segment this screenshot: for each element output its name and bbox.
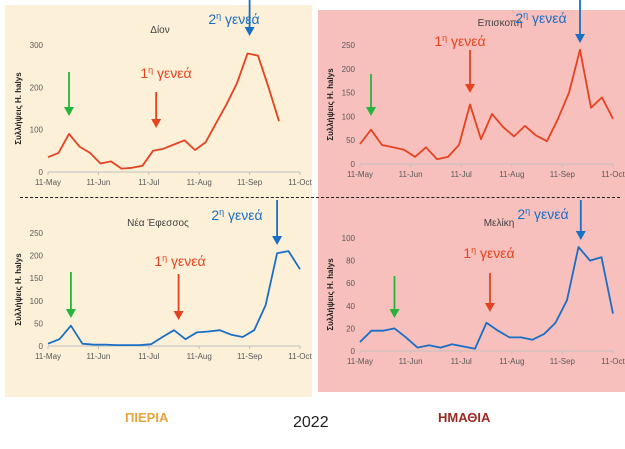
y-axis-title: Συλλήψεις H. halys (326, 68, 335, 141)
blue-generation-label: 2η γενεά (515, 10, 566, 26)
x-tick-label: 11-May (35, 178, 61, 187)
x-tick-label: 11-Jun (86, 178, 110, 187)
chart-title: Μελίκη (484, 217, 515, 229)
chart-title: Επισκοπή (478, 17, 523, 29)
y-axis-title: Συλλήψεις H. halys (14, 253, 23, 326)
x-tick-label: 11-Sep (550, 170, 576, 179)
red-arrow-head (151, 119, 162, 128)
pieria-background (5, 5, 312, 397)
x-tick-label: 11-Oct (288, 178, 312, 187)
series-line (47, 250, 301, 347)
dashed-divider (20, 197, 620, 198)
blue-arrow-head (244, 27, 255, 36)
region-label-pieria: ΠΙΕΡΙΑ (125, 410, 169, 425)
red-generation-label: 1η γενεά (434, 33, 485, 49)
green-arrow-head (64, 107, 74, 116)
y-tick-label: 50 (346, 136, 355, 145)
x-tick-label: 11-May (347, 357, 373, 366)
x-tick-label: 11-Sep (550, 357, 576, 366)
red-arrow-head (173, 311, 184, 320)
blue-arrow-head (575, 231, 586, 240)
x-tick-label: 11-Jun (399, 357, 423, 366)
x-tick-label: 11-May (35, 352, 61, 361)
x-tick-label: 11-Jul (451, 170, 472, 179)
y-tick-label: 250 (342, 41, 356, 50)
x-tick-label: 11-Sep (237, 178, 263, 187)
chart-episkopi: Επισκοπή 0 50 100 150 200 250 11-May 11-Jun 11-Ju… (326, 0, 625, 179)
x-tick-label: 11-Jul (138, 352, 159, 361)
x-tick-label: 11-Jun (86, 352, 110, 361)
y-tick-label: 200 (30, 252, 44, 261)
y-tick-label: 0 (351, 160, 356, 169)
x-tick-label: 11-Sep (237, 352, 263, 361)
blue-arrow-head (272, 236, 283, 245)
x-tick-label: 11-Aug (499, 170, 524, 179)
y-tick-label: 80 (346, 257, 355, 266)
y-tick-label: 150 (342, 89, 356, 98)
y-tick-label: 200 (30, 83, 44, 92)
x-tick-label: 11-Aug (499, 357, 524, 366)
series-line (359, 246, 614, 350)
blue-generation-label: 2η γενεά (211, 207, 262, 223)
red-generation-label: 1η γενεά (140, 65, 191, 81)
y-tick-label: 100 (342, 112, 356, 121)
x-tick-label: 11-Oct (601, 170, 625, 179)
y-tick-label: 200 (342, 65, 356, 74)
red-arrow-head (484, 303, 495, 312)
y-tick-label: 60 (346, 279, 355, 288)
x-tick-label: 11-Aug (187, 352, 212, 361)
y-tick-label: 0 (39, 168, 44, 177)
y-axis-title: Συλλήψεις H. halys (326, 258, 335, 331)
y-axis-title: Συλλήψεις H. halys (14, 72, 23, 145)
blue-generation-label: 2η γενεά (208, 11, 259, 27)
y-tick-label: 100 (30, 126, 44, 135)
y-tick-label: 100 (342, 234, 356, 243)
y-tick-label: 250 (30, 229, 44, 238)
green-arrow-head (389, 309, 400, 318)
x-tick-label: 11-May (347, 170, 373, 179)
series-line (47, 52, 280, 170)
blue-arrow-head (575, 34, 585, 43)
chart-nea-efessos: Νέα Έφεσσος 0 50 100 150 200 250 11-May 11-Jun 11… (14, 200, 312, 361)
x-tick-label: 11-Oct (601, 357, 625, 366)
red-arrow-head (465, 84, 475, 93)
x-tick-label: 11-Jul (138, 178, 159, 187)
series-line (359, 48, 614, 161)
y-tick-label: 20 (346, 324, 355, 333)
x-tick-label: 11-Oct (288, 352, 312, 361)
chart-meliki: Μελίκη 0 20 40 60 80 100 11-May 11-Jun 11-Jul 11-A… (326, 200, 625, 366)
y-tick-label: 0 (39, 342, 44, 351)
year-label: 2022 (293, 414, 329, 431)
red-generation-label: 1η γενεά (463, 245, 514, 261)
red-generation-label: 1η γενεά (154, 253, 205, 269)
chart-title: Δίον (150, 24, 169, 36)
y-tick-label: 100 (30, 297, 44, 306)
chart-dion: Δίον 0 100 200 300 11-May 11-Jun 11-Jul 11-Aug 11… (14, 0, 312, 187)
y-tick-label: 0 (351, 347, 356, 356)
region-label-imathia: ΗΜΑΘΙΑ (438, 410, 491, 425)
x-tick-label: 11-Jun (399, 170, 423, 179)
chart-title: Νέα Έφεσσος (127, 217, 189, 229)
green-arrow-head (366, 107, 376, 116)
blue-generation-label: 2η γενεά (517, 206, 568, 222)
y-tick-label: 40 (346, 302, 355, 311)
y-tick-label: 300 (30, 41, 44, 50)
green-arrow-head (65, 309, 76, 318)
y-tick-label: 150 (30, 274, 44, 283)
x-tick-label: 11-Aug (187, 178, 212, 187)
y-tick-label: 50 (34, 319, 43, 328)
x-tick-label: 11-Jul (451, 357, 472, 366)
